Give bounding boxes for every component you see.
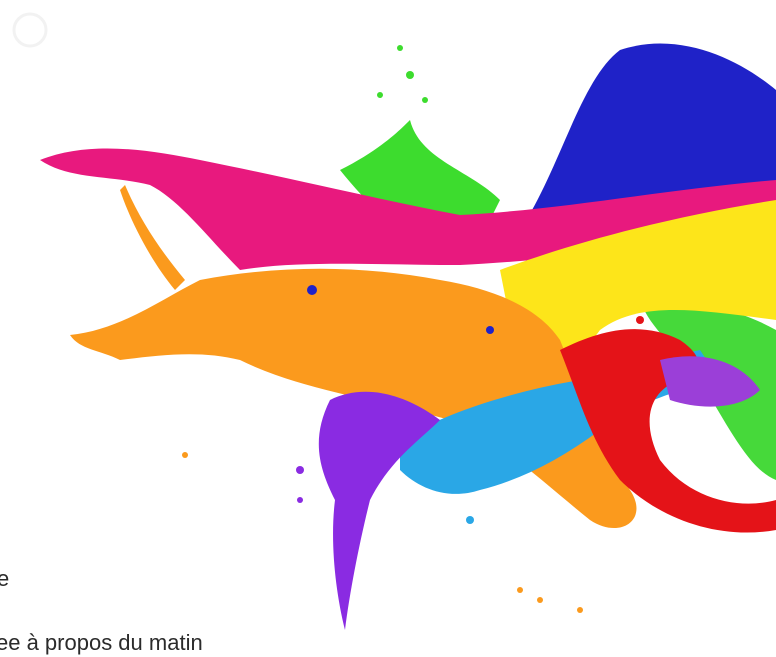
paint-splash-image [0,0,776,657]
caption-line: ee à propos du matin [0,630,203,656]
caption-line: e [0,566,9,592]
purple-splash [319,392,440,630]
watermark [14,14,46,46]
screenshot: e ee à propos du matin [0,0,776,657]
